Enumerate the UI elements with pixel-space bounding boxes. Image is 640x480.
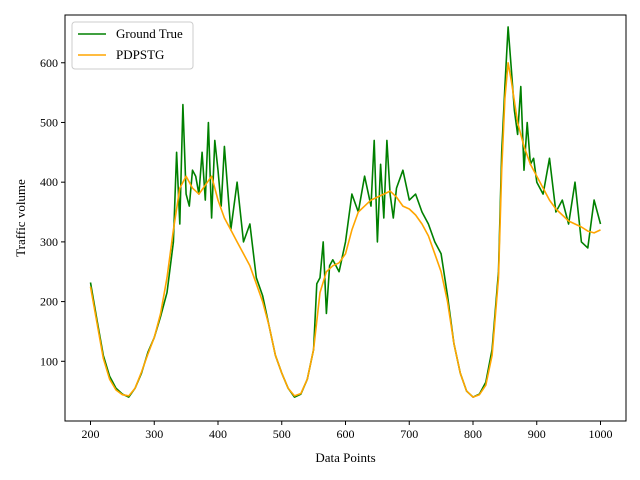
plot-frame <box>64 14 627 422</box>
series-line-pdpstg <box>89 61 601 398</box>
x-axis-title: Data Points <box>315 450 375 465</box>
y-axis: 100 200 300 400 500 600 <box>40 56 65 368</box>
legend-label-pdpstg: PDPSTG <box>116 47 164 62</box>
series-line-ground-true <box>89 26 602 398</box>
x-tick-label: 800 <box>464 427 482 441</box>
x-tick-label: 500 <box>273 427 291 441</box>
y-tick-label: 400 <box>40 175 58 189</box>
legend-label-ground-true: Ground True <box>116 26 183 41</box>
y-tick-label: 200 <box>40 295 58 309</box>
x-tick-label: 400 <box>209 427 227 441</box>
x-tick-label: 600 <box>337 427 355 441</box>
y-axis-title: Traffic volume <box>13 179 28 257</box>
series-layer <box>89 26 602 398</box>
x-tick-label: 300 <box>145 427 163 441</box>
legend: Ground True PDPSTG <box>71 21 194 70</box>
x-tick-label: 900 <box>528 427 546 441</box>
y-tick-label: 500 <box>40 115 58 129</box>
y-tick-label: 300 <box>40 235 58 249</box>
y-tick-label: 100 <box>40 354 58 368</box>
x-tick-label: 1000 <box>589 427 613 441</box>
x-axis: 200 300 400 500 600 700 800 900 1000 <box>82 421 613 441</box>
plot-area <box>64 14 627 422</box>
x-tick-label: 200 <box>82 427 100 441</box>
y-tick-label: 600 <box>40 56 58 70</box>
x-tick-label: 700 <box>400 427 418 441</box>
